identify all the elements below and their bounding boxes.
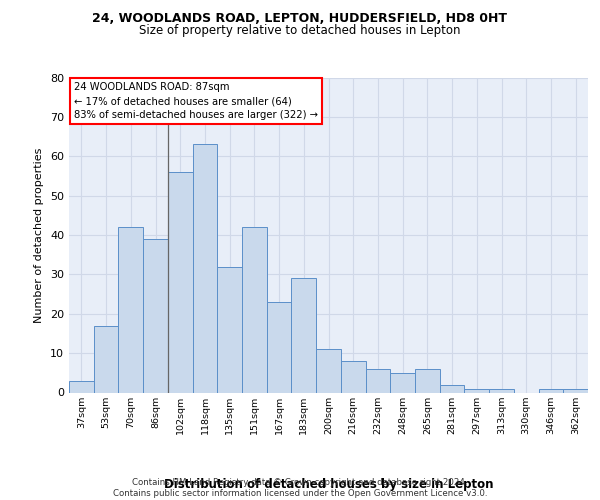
- Bar: [390, 373, 415, 392]
- Bar: [365, 369, 390, 392]
- Bar: [539, 388, 563, 392]
- Bar: [267, 302, 292, 392]
- Bar: [193, 144, 217, 392]
- Bar: [168, 172, 193, 392]
- Bar: [440, 384, 464, 392]
- Bar: [341, 361, 365, 392]
- Bar: [242, 227, 267, 392]
- Bar: [217, 266, 242, 392]
- Text: 24 WOODLANDS ROAD: 87sqm
← 17% of detached houses are smaller (64)
83% of semi-d: 24 WOODLANDS ROAD: 87sqm ← 17% of detach…: [74, 82, 318, 120]
- Bar: [464, 388, 489, 392]
- Text: Size of property relative to detached houses in Lepton: Size of property relative to detached ho…: [139, 24, 461, 37]
- X-axis label: Distribution of detached houses by size in Lepton: Distribution of detached houses by size …: [164, 478, 493, 491]
- Bar: [69, 380, 94, 392]
- Bar: [489, 388, 514, 392]
- Bar: [94, 326, 118, 392]
- Y-axis label: Number of detached properties: Number of detached properties: [34, 148, 44, 322]
- Bar: [415, 369, 440, 392]
- Bar: [143, 239, 168, 392]
- Bar: [316, 349, 341, 393]
- Bar: [563, 388, 588, 392]
- Text: 24, WOODLANDS ROAD, LEPTON, HUDDERSFIELD, HD8 0HT: 24, WOODLANDS ROAD, LEPTON, HUDDERSFIELD…: [92, 12, 508, 26]
- Bar: [292, 278, 316, 392]
- Text: Contains HM Land Registry data © Crown copyright and database right 2024.
Contai: Contains HM Land Registry data © Crown c…: [113, 478, 487, 498]
- Bar: [118, 227, 143, 392]
